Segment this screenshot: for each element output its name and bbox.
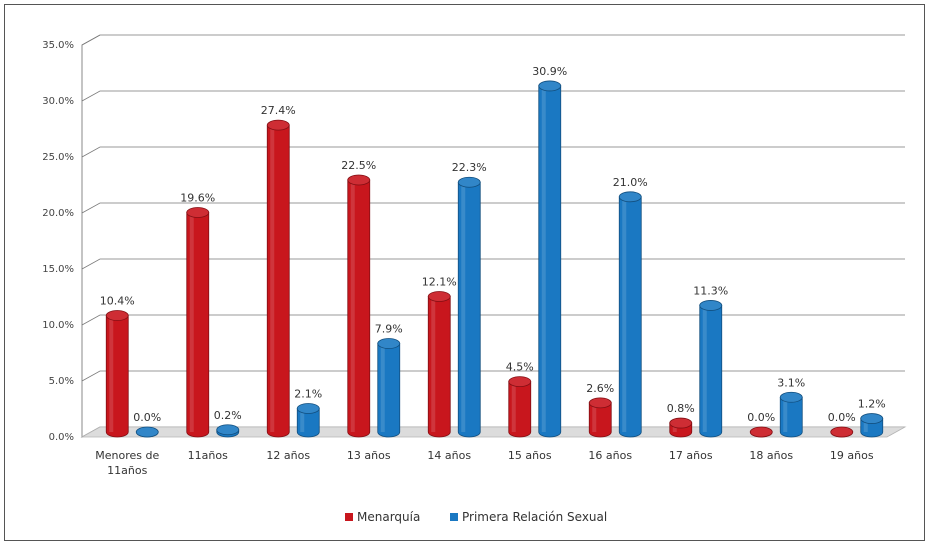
y-tick-label: 15.0% (42, 264, 74, 275)
bar-value-label: 0.8% (667, 402, 695, 415)
bar-value-label: 21.0% (613, 176, 648, 189)
bar-value-label: 12.1% (422, 275, 457, 288)
x-category-label: 13 años (347, 449, 391, 462)
bar (749, 426, 773, 438)
bar-value-label: 0.0% (828, 411, 856, 424)
x-category-label: 11años (188, 449, 228, 462)
bar (588, 397, 612, 438)
y-tick-label: 10.0% (42, 320, 74, 331)
bar-value-label: 22.3% (452, 161, 487, 174)
chart-frame: 0.0% 5.0% 10.0% 15.0% 20.0% 25.0% 30.0% 35.0% 1… (4, 4, 925, 541)
y-tick-label: 30.0% (42, 96, 74, 107)
bar (508, 376, 532, 438)
x-category-label: 16 años (588, 449, 632, 462)
bar (457, 176, 481, 438)
bar (105, 310, 129, 438)
bars (105, 80, 884, 438)
legend-swatch-menarquia (345, 513, 353, 521)
bar-value-label: 2.1% (294, 387, 322, 400)
y-tick-label: 20.0% (42, 208, 74, 219)
legend-swatch-primera-relacion (450, 513, 458, 521)
bar (427, 291, 451, 438)
y-tick-label: 35.0% (42, 40, 74, 51)
bar-value-label: 22.5% (341, 159, 376, 172)
left-wall (81, 34, 101, 438)
x-category-label: 17 años (669, 449, 713, 462)
gridline (81, 90, 905, 102)
bar-value-label: 0.0% (133, 411, 161, 424)
bar-value-label: 11.3% (693, 284, 728, 297)
bar (216, 424, 240, 438)
bar (347, 174, 371, 438)
y-tick-label: 0.0% (49, 432, 74, 443)
legend-label-menarquia: Menarquía (357, 510, 420, 524)
bar-value-label: 1.2% (858, 398, 886, 411)
x-category-label: 12 años (266, 449, 310, 462)
bar-value-label: 19.6% (180, 191, 215, 204)
bar (266, 119, 290, 438)
bar-value-label: 7.9% (375, 323, 403, 336)
bar (618, 191, 642, 438)
x-category-label: 15 años (508, 449, 552, 462)
gridline (81, 34, 905, 46)
legend-label-primera-relacion: Primera Relación Sexual (462, 510, 607, 524)
x-category-label: 19 años (830, 449, 874, 462)
bar (830, 426, 854, 438)
bar (669, 417, 693, 438)
x-category-label: 18 años (749, 449, 793, 462)
bar (135, 426, 159, 438)
bar (699, 300, 723, 438)
bar (779, 391, 803, 438)
y-tick-label: 25.0% (42, 152, 74, 163)
bar (860, 413, 884, 438)
bar-value-label: 0.2% (214, 409, 242, 422)
bar-value-label: 4.5% (506, 361, 534, 374)
bar (296, 403, 320, 438)
bar (377, 338, 401, 438)
bar (186, 207, 210, 438)
data-labels: 10.4% 0.0% 19.6% 0.2% 27.4% 2.1% 22.5% 7.9% 12.1… (100, 65, 886, 424)
bar (538, 80, 562, 438)
bar-value-label: 0.0% (747, 411, 775, 424)
bar-value-label: 30.9% (532, 65, 567, 78)
x-axis: Menores de 11años 11años 12 años 13 años 14 a… (95, 449, 874, 477)
y-axis: 0.0% 5.0% 10.0% 15.0% 20.0% 25.0% 30.0% 35.0% (42, 40, 74, 443)
x-category-label: 14 años (427, 449, 471, 462)
bar-value-label: 2.6% (586, 382, 614, 395)
x-category-label: Menores de 11años (95, 449, 159, 477)
gridline (81, 146, 905, 158)
bar-value-label: 10.4% (100, 295, 135, 308)
bar-value-label: 27.4% (261, 104, 296, 117)
bar-value-label: 3.1% (777, 376, 805, 389)
bar-chart: 0.0% 5.0% 10.0% 15.0% 20.0% 25.0% 30.0% 35.0% 1… (42, 34, 907, 524)
y-tick-label: 5.0% (49, 376, 74, 387)
legend: Menarquía Primera Relación Sexual (345, 510, 607, 524)
